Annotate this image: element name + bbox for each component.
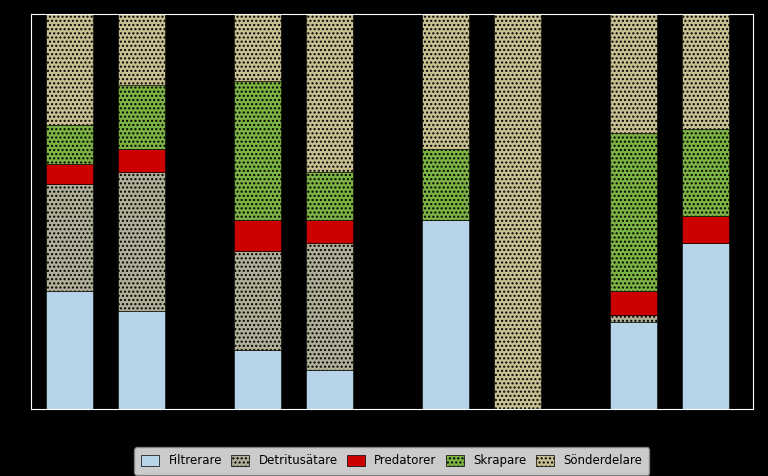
Bar	[494, 14, 541, 409]
Bar	[422, 149, 468, 220]
Bar	[233, 350, 280, 409]
Bar	[306, 220, 353, 243]
Bar	[233, 14, 280, 81]
Bar	[422, 14, 468, 149]
Bar	[118, 14, 165, 85]
Bar	[45, 291, 93, 409]
Bar	[118, 85, 165, 149]
Bar	[306, 243, 353, 370]
Bar	[610, 291, 657, 315]
Bar	[45, 14, 93, 125]
Bar	[118, 172, 165, 311]
Bar	[306, 172, 353, 220]
Bar	[233, 220, 280, 251]
Bar	[306, 14, 353, 172]
Bar	[610, 133, 657, 291]
Bar	[682, 14, 729, 129]
Bar	[45, 164, 93, 184]
Bar	[682, 243, 729, 409]
Bar	[610, 14, 657, 133]
Bar	[118, 311, 165, 409]
Bar	[45, 125, 93, 164]
Bar	[610, 322, 657, 409]
Legend: Filtrerare, Detritusätare, Predatorer, Skrapare, Sönderdelare: Filtrerare, Detritusätare, Predatorer, S…	[134, 447, 649, 475]
Bar	[233, 251, 280, 350]
Bar	[306, 370, 353, 409]
Bar	[118, 149, 165, 172]
Bar	[682, 129, 729, 216]
Bar	[610, 315, 657, 322]
Bar	[233, 81, 280, 220]
Bar	[682, 216, 729, 243]
Bar	[45, 184, 93, 291]
Bar	[422, 220, 468, 409]
